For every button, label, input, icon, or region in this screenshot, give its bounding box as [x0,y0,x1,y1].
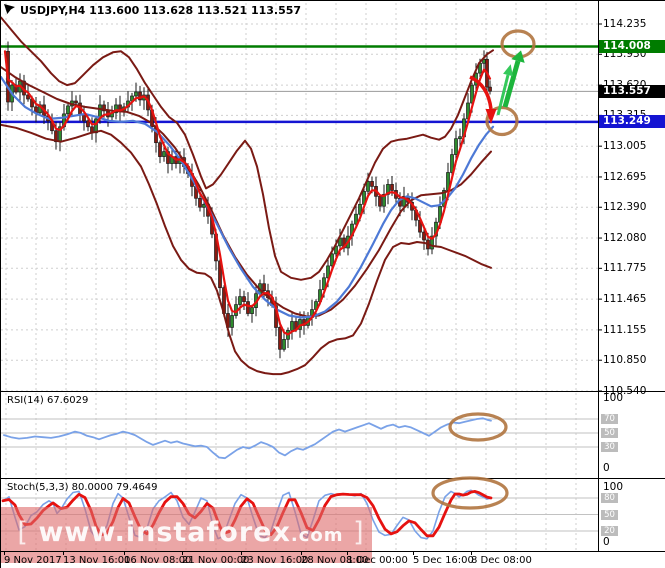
watermark-tld: .com [290,525,344,546]
resistance-price-tag: 114.008 [599,40,665,54]
stoch-level-badge: 50 [601,509,618,520]
stoch-scale-0: 0 [603,536,610,548]
price-axis-label: 111.775 [603,262,647,275]
time-axis-label: 16 Nov 08:00 [124,555,192,566]
price-axis-label: 111.465 [603,293,647,306]
chart-title-ohlc: USDJPY,H4 113.600 113.628 113.521 113.55… [20,4,302,17]
red-down-arrow [469,75,493,110]
price-axis-label: 113.005 [603,140,647,153]
price-axis-label: 112.390 [603,201,647,214]
time-axis-label: 28 Nov 08:00 [301,555,369,566]
gridlines [1,3,598,550]
red-down-arrowhead [485,109,497,124]
ellipse-stoch [431,476,509,510]
chart-shift-marker-icon[interactable] [4,4,15,14]
time-axis-label: 8 Dec 08:00 [471,555,532,566]
watermark-bracket-left: [ [17,517,39,548]
time-axis-label: 5 Dec 16:00 [413,555,474,566]
rsi-level-badge: 70 [601,414,618,424]
time-axis-label: 1 Dec 00:00 [347,555,408,566]
stoch-level-badge: 80 [601,493,618,503]
time-axis-label: 9 Nov 2017 [4,555,62,566]
rsi-level-badge: 50 [601,428,618,438]
green-up-arrow [503,64,513,77]
price-axis-label: 111.155 [603,323,647,336]
ellipse-rsi [448,412,508,442]
rsi-indicator-label: RSI(14) 67.6029 [7,395,89,406]
price-axis-label: 110.850 [603,354,647,367]
price-axis-label: 112.080 [603,232,647,245]
time-axis-label: 13 Nov 16:00 [63,555,131,566]
stoch-scale-100: 100 [603,481,624,493]
rsi-series [3,417,492,460]
watermark-domain: www.instaforex [38,517,291,548]
analyst-annotations [431,29,536,510]
stoch-indicator-label: Stoch(5,3,3) 80.0000 79.4649 [7,482,158,493]
instaforex-watermark: [ www.instaforex.com ] [15,517,367,548]
watermark-band [1,507,372,563]
support-price-tag: 113.249 [599,115,665,129]
rsi-scale-0: 0 [603,462,610,474]
time-axis-label: 23 Nov 16:00 [241,555,309,566]
stoch-level-badge: 20 [601,526,618,536]
ellipse-support-retest [485,105,519,137]
price-axis-label: 112.695 [603,170,647,183]
watermark-bracket-right: ] [343,517,365,548]
price-axis-label: 110.540 [603,385,647,397]
green-up-arrow [511,50,525,63]
rsi-level-badge: 30 [601,442,618,452]
current-price-tag: 113.557 [599,84,665,98]
rsi-scale-100: 100 [603,392,624,404]
price-axis-label: 114.235 [603,18,647,30]
indicator-lines [1,16,495,376]
time-axis-label: 21 Nov 00:00 [182,555,250,566]
